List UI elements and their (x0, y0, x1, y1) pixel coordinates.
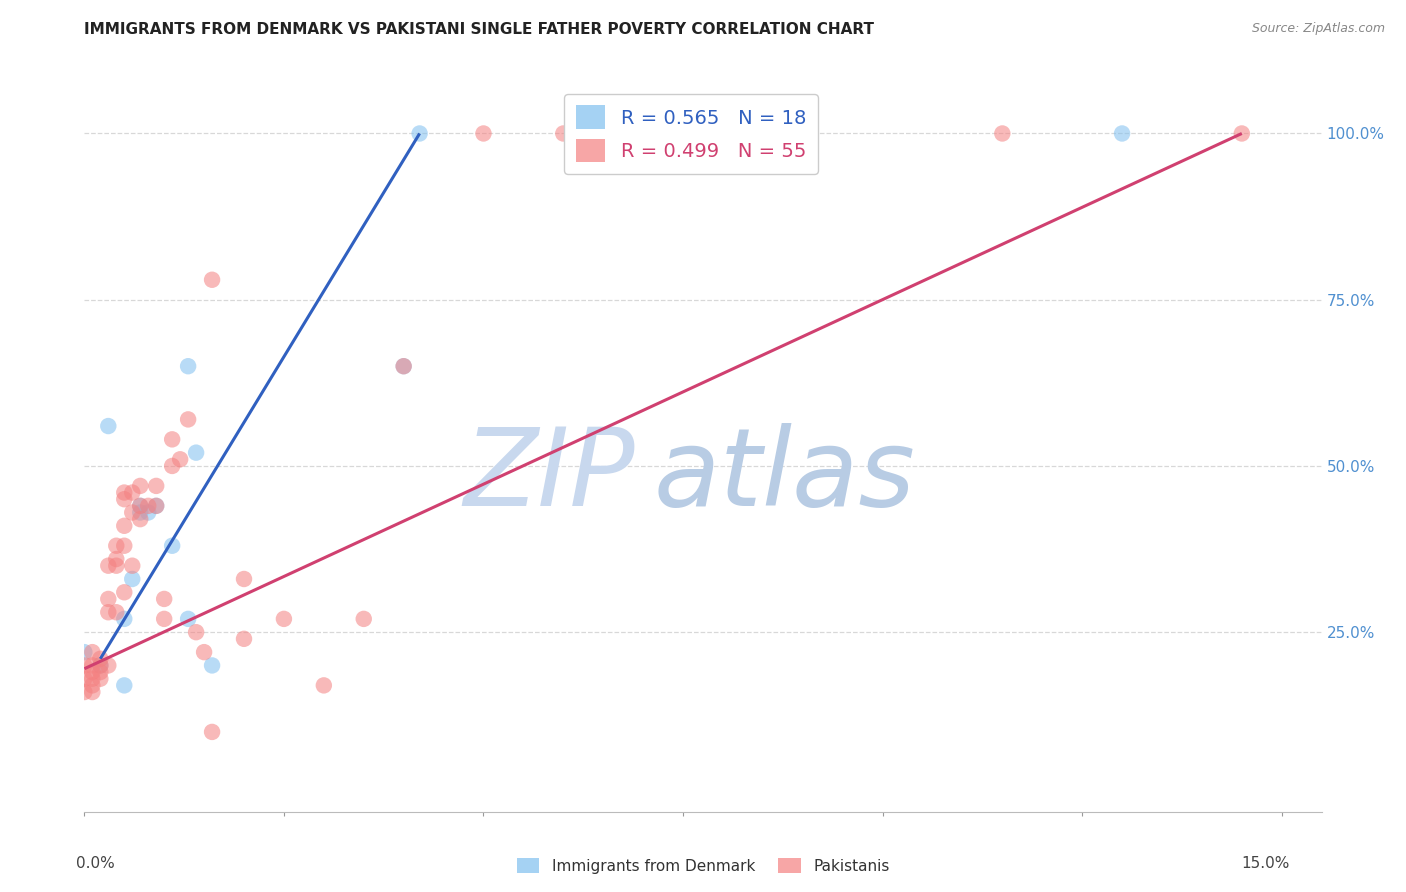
Point (392, 359, 415, 374)
Point (73, 658, 96, 673)
Point (145, 499, 167, 513)
Text: 15.0%: 15.0% (1241, 855, 1289, 871)
Point (121, 558, 143, 573)
Point (553, 127, 575, 141)
Point (89, 672, 111, 686)
Point (82, 658, 104, 673)
Point (105, 552, 128, 566)
Point (392, 359, 415, 374)
Point (153, 612, 176, 626)
Point (160, 458, 183, 473)
Legend: Immigrants from Denmark, Pakistanis: Immigrants from Denmark, Pakistanis (510, 852, 896, 880)
Point (97, 419, 120, 434)
Point (233, 572, 256, 586)
Point (112, 612, 135, 626)
Point (201, 725, 224, 739)
Point (82, 665, 104, 679)
Point (73, 685, 96, 699)
Point (121, 485, 143, 500)
Point (112, 492, 135, 507)
Point (153, 591, 176, 606)
Point (177, 412, 200, 426)
Point (129, 499, 152, 513)
Point (121, 506, 143, 520)
Point (353, 612, 375, 626)
Point (105, 539, 128, 553)
Point (105, 605, 128, 619)
Point (97, 605, 120, 619)
Point (312, 678, 335, 692)
Point (129, 479, 152, 493)
Point (160, 433, 183, 447)
Point (89, 658, 111, 673)
Point (273, 612, 295, 626)
Point (82, 672, 104, 686)
Point (184, 445, 207, 459)
Point (112, 539, 135, 553)
Point (991, 127, 1014, 141)
Point (472, 127, 495, 141)
Point (177, 359, 200, 374)
Point (97, 658, 120, 673)
Point (184, 625, 207, 640)
Point (73, 672, 96, 686)
Point (112, 485, 135, 500)
Point (136, 499, 159, 513)
Point (145, 499, 167, 513)
Point (1230, 127, 1253, 141)
Point (121, 572, 143, 586)
Point (97, 558, 120, 573)
Point (136, 506, 159, 520)
Point (201, 658, 224, 673)
Text: 0.0%: 0.0% (76, 855, 115, 871)
Point (160, 539, 183, 553)
Point (169, 452, 191, 467)
Point (105, 558, 128, 573)
Text: ZIP: ZIP (464, 423, 636, 528)
Point (112, 518, 135, 533)
Point (89, 658, 111, 673)
Point (112, 585, 135, 599)
Point (145, 479, 167, 493)
Point (82, 685, 104, 699)
Point (82, 678, 104, 692)
Point (129, 512, 152, 526)
Point (73, 645, 96, 659)
Point (201, 273, 224, 287)
Point (82, 645, 104, 659)
Point (129, 499, 152, 513)
Point (193, 645, 215, 659)
Point (97, 591, 120, 606)
Point (177, 612, 200, 626)
Point (112, 678, 135, 692)
Point (89, 652, 111, 666)
Text: Source: ZipAtlas.com: Source: ZipAtlas.com (1251, 22, 1385, 36)
Point (129, 506, 152, 520)
Text: atlas: atlas (654, 423, 915, 528)
Point (233, 632, 256, 646)
Point (1111, 127, 1133, 141)
Point (408, 127, 430, 141)
Legend: R = 0.565   N = 18, R = 0.499   N = 55: R = 0.565 N = 18, R = 0.499 N = 55 (564, 94, 818, 174)
Point (89, 665, 111, 679)
Text: IMMIGRANTS FROM DENMARK VS PAKISTANI SINGLE FATHER POVERTY CORRELATION CHART: IMMIGRANTS FROM DENMARK VS PAKISTANI SIN… (84, 22, 875, 37)
